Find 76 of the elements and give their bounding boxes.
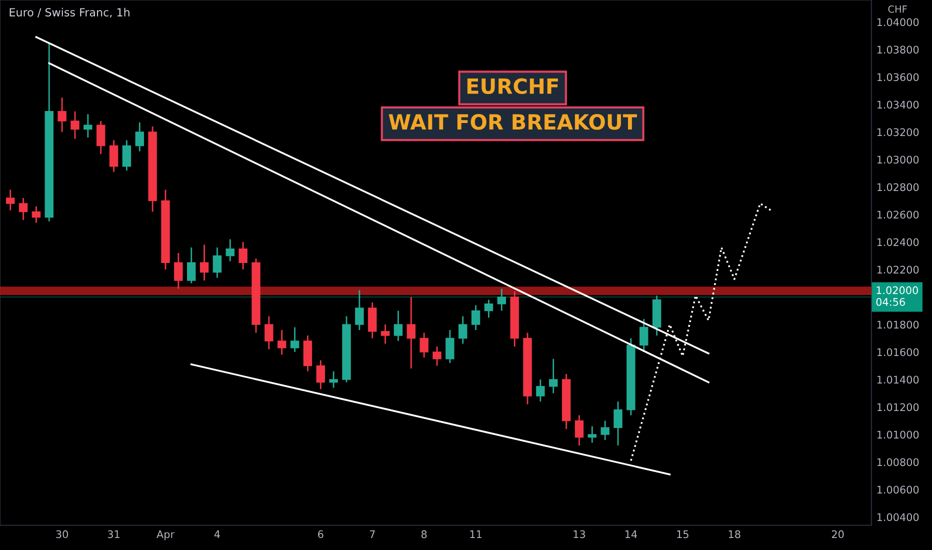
y-tick-label: 1.01600	[877, 348, 919, 356]
candlestick	[32, 206, 41, 224]
candlestick	[588, 426, 597, 444]
y-tick-label: 1.00400	[877, 513, 919, 522]
candlestick	[432, 346, 442, 366]
candlestick	[536, 378, 545, 402]
candlestick	[122, 140, 132, 172]
candlestick	[135, 122, 144, 152]
y-axis-title: CHF	[888, 5, 907, 13]
candlestick	[458, 316, 468, 344]
candlestick	[18, 197, 28, 221]
y-tick-label: 1.02600	[877, 210, 919, 219]
candlestick	[58, 96, 66, 133]
candlestick	[6, 189, 15, 212]
y-tick-label: 1.03600	[877, 73, 919, 82]
candlestick	[212, 246, 222, 278]
candlestick	[614, 400, 622, 446]
x-tick-label: 11	[470, 530, 482, 538]
candlestick	[640, 318, 648, 353]
candlestick	[600, 420, 610, 441]
annotation: WAIT FOR BREAKOUT	[388, 114, 637, 130]
x-tick-label: 14	[625, 530, 637, 538]
y-tick-label: 1.01200	[877, 403, 919, 412]
x-tick-label: 30	[56, 530, 68, 538]
y-tick-label: 1.03800	[877, 46, 919, 54]
y-tick-label: 1.03400	[877, 100, 919, 109]
ref-line-label: 1.02000 04:56	[876, 286, 918, 306]
y-tick-label: 1.00800	[877, 458, 919, 466]
x-tick-label: 18	[728, 530, 740, 538]
candlestick	[484, 299, 494, 318]
text: Euro / Swiss Franc, 1h	[10, 8, 130, 18]
candlestick	[406, 296, 416, 370]
x-tick-label: 13	[574, 530, 586, 538]
x-tick-label: 8	[421, 530, 427, 538]
candlestick	[380, 324, 390, 344]
y-tick-label: 1.03200	[877, 128, 919, 136]
x-tick-label: 20	[832, 530, 844, 538]
x-tick-label: 7	[370, 530, 375, 538]
x-tick-label: Apr	[156, 530, 174, 540]
candlestick	[96, 120, 106, 155]
x-tick-label: 15	[677, 530, 688, 538]
candlestick	[174, 252, 183, 290]
candlestick	[200, 244, 209, 282]
annotation: EURCHF	[467, 78, 558, 94]
candlestick	[316, 360, 325, 390]
candlestick	[109, 140, 118, 173]
candlestick	[84, 113, 92, 138]
candlestick	[70, 110, 80, 140]
candlestick	[471, 304, 480, 331]
candlestick	[368, 302, 377, 339]
candlestick	[264, 316, 274, 350]
candlestick	[290, 326, 300, 353]
y-tick-label: 1.01400	[877, 376, 919, 384]
y-tick-label: 1.02400	[877, 238, 919, 246]
x-tick-label: 31	[108, 530, 120, 538]
candlestick	[226, 238, 234, 262]
candlestick	[497, 288, 506, 312]
candlestick	[355, 289, 364, 331]
x-tick-label: 6	[318, 530, 324, 538]
candlestick	[277, 329, 286, 356]
y-tick-label: 1.02200	[877, 266, 919, 274]
x-tick-label: 4	[214, 530, 220, 538]
y-tick-label: 1.00600	[877, 486, 919, 494]
y-tick-label: 1.01000	[877, 430, 919, 439]
y-tick-label: 1.01800	[877, 320, 919, 329]
candlestick	[238, 241, 248, 270]
candlestick	[394, 310, 403, 342]
candlestick	[186, 246, 196, 284]
y-tick-label: 1.02800	[877, 183, 919, 192]
candlestick	[446, 329, 454, 364]
y-tick-label: 1.03000	[877, 156, 919, 164]
candlestick	[420, 332, 428, 358]
y-tick-label: 1.04000	[877, 18, 919, 26]
candlestick	[574, 414, 584, 446]
candlestick	[549, 358, 558, 394]
candlestick	[329, 370, 338, 388]
